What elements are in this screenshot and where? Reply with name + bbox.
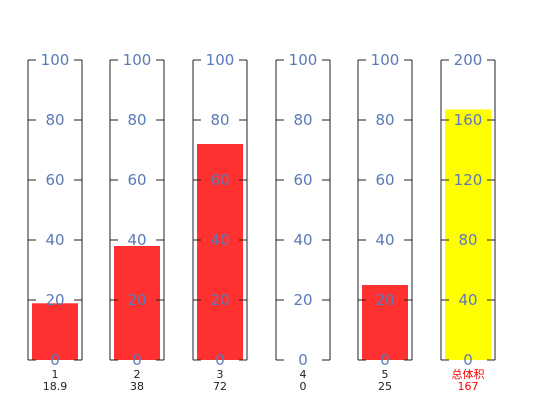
panel-6-tick-label-0: 0 (463, 351, 473, 369)
value-label-1: 18.9 (43, 380, 68, 393)
value-label-2: 38 (130, 380, 144, 393)
bar-6 (445, 109, 491, 360)
panel-1-tick-label-0: 0 (50, 351, 60, 369)
panel-2-tick-label-0: 0 (132, 351, 142, 369)
panel-3-tick-label-0: 0 (215, 351, 225, 369)
panel-3-tick-label-40: 40 (210, 231, 229, 249)
value-label-3: 72 (213, 380, 227, 393)
value-label-4: 0 (300, 380, 307, 393)
panel-4-tick-label-40: 40 (293, 231, 312, 249)
category-label-6: 总体积 (452, 367, 485, 381)
bar-3 (197, 144, 243, 360)
panel-5-tick-label-100: 100 (371, 51, 400, 69)
panel-4-tick-label-80: 80 (293, 111, 312, 129)
panel-6-tick-label-200: 200 (454, 51, 483, 69)
panel-6-tick-label-120: 120 (454, 171, 483, 189)
panel-5-tick-label-20: 20 (375, 291, 394, 309)
panel-1-tick-label-20: 20 (45, 291, 64, 309)
bar-2 (114, 246, 160, 360)
panel-6-tick-label-160: 160 (454, 111, 483, 129)
bar-5 (362, 285, 408, 360)
panel-2-tick-label-80: 80 (127, 111, 146, 129)
panel-2-tick-label-100: 100 (123, 51, 152, 69)
panel-2-tick-label-40: 40 (127, 231, 146, 249)
panel-3-tick-label-20: 20 (210, 291, 229, 309)
value-label-6: 167 (458, 380, 479, 393)
panel-1-tick-label-60: 60 (45, 171, 64, 189)
panel-3-tick-label-60: 60 (210, 171, 229, 189)
panel-1-tick-label-80: 80 (45, 111, 64, 129)
category-label-2: 2 (134, 368, 141, 381)
panel-4-tick-label-0: 0 (298, 351, 308, 369)
category-label-4: 4 (300, 368, 307, 381)
panel-2-tick-label-60: 60 (127, 171, 146, 189)
panel-6-tick-label-40: 40 (458, 291, 477, 309)
panel-1-tick-label-100: 100 (41, 51, 70, 69)
bar-1 (32, 303, 78, 360)
value-label-5: 25 (378, 380, 392, 393)
panel-1-tick-label-40: 40 (45, 231, 64, 249)
panel-5-tick-label-40: 40 (375, 231, 394, 249)
panel-3-tick-label-100: 100 (206, 51, 235, 69)
category-label-1: 1 (52, 368, 59, 381)
panel-5-tick-label-0: 0 (380, 351, 390, 369)
panel-4-tick-label-20: 20 (293, 291, 312, 309)
panel-3-tick-label-80: 80 (210, 111, 229, 129)
panel-4-tick-label-100: 100 (289, 51, 318, 69)
category-label-5: 5 (382, 368, 389, 381)
panel-2-tick-label-20: 20 (127, 291, 146, 309)
category-label-3: 3 (217, 368, 224, 381)
panel-5-tick-label-60: 60 (375, 171, 394, 189)
panel-5-tick-label-80: 80 (375, 111, 394, 129)
panel-4-tick-label-60: 60 (293, 171, 312, 189)
panel-6-tick-label-80: 80 (458, 231, 477, 249)
